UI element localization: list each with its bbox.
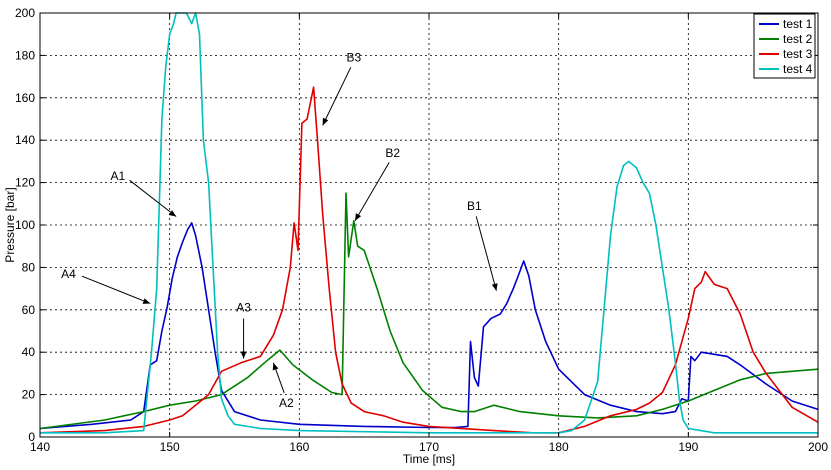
annotation-label: B3	[346, 51, 361, 65]
annotation-label: A4	[61, 267, 76, 281]
axis-ticks: 140 150 160 170 180 190 200 0 20 40 60 80 100 120 140 1…	[15, 6, 828, 454]
legend-label-2: test 2	[783, 32, 813, 46]
annotation-arrowhead	[355, 213, 362, 221]
y-tick-label: 20	[22, 388, 36, 402]
annotation-a3: A3	[236, 301, 251, 359]
y-tick-label: 140	[15, 133, 35, 147]
annotation-arrowhead	[272, 362, 279, 371]
annotation-label: A1	[110, 169, 125, 183]
annotation-b2: B2	[354, 146, 400, 222]
annotation-arrow	[322, 67, 352, 126]
legend-label-1: test 1	[783, 17, 813, 31]
x-tick-label: 190	[678, 440, 698, 454]
y-tick-label: 60	[22, 303, 36, 317]
annotation-arrowhead	[322, 117, 329, 126]
x-tick-label: 200	[808, 440, 828, 454]
series-line-4	[40, 12, 818, 434]
y-tick-label: 40	[22, 345, 36, 359]
annotation-label: A3	[236, 301, 251, 315]
series-line-2	[39, 192, 819, 430]
y-axis-label: Pressure [bar]	[3, 187, 17, 262]
annotation-arrowhead	[491, 283, 498, 291]
annotation-a2: A2	[272, 362, 294, 410]
x-tick-label: 170	[419, 440, 439, 454]
legend-label-4: test 4	[783, 62, 813, 76]
annotation-arrow	[129, 179, 177, 217]
series-layer	[39, 12, 819, 434]
annotation-b1: B1	[467, 199, 498, 291]
annotation-label: B2	[385, 146, 400, 160]
y-tick-label: 120	[15, 176, 35, 190]
legend-label-3: test 3	[783, 47, 813, 61]
annotation-arrow	[475, 216, 497, 291]
x-tick-label: 160	[289, 440, 309, 454]
x-tick-label: 180	[549, 440, 569, 454]
annotation-a4: A4	[61, 267, 151, 304]
annotation-label: B1	[467, 199, 482, 213]
annotations: A1 A2 A3 A4 B1 B2 B3	[61, 51, 498, 410]
annotation-b3: B3	[322, 51, 361, 126]
annotation-a1: A1	[110, 169, 177, 217]
x-tick-label: 140	[30, 440, 50, 454]
series-line-3	[39, 86, 819, 434]
annotation-arrowhead	[168, 210, 177, 217]
y-tick-label: 80	[22, 260, 36, 274]
annotation-arrowhead	[240, 351, 247, 359]
y-tick-label: 180	[15, 48, 35, 62]
y-tick-label: 200	[15, 6, 35, 20]
y-tick-label: 160	[15, 91, 35, 105]
annotation-arrow	[81, 275, 151, 304]
annotation-arrowhead	[142, 298, 151, 304]
x-tick-label: 150	[160, 440, 180, 454]
y-tick-label: 100	[15, 218, 35, 232]
x-axis-label: Time [ms]	[403, 452, 455, 466]
annotation-label: A2	[279, 396, 294, 410]
annotation-arrow	[354, 162, 390, 222]
y-tick-label: 0	[28, 430, 35, 444]
